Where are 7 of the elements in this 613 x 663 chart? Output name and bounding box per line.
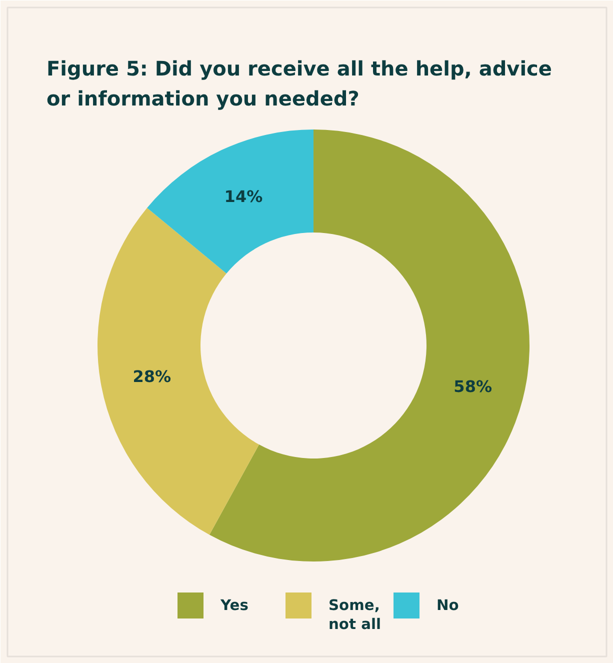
legend-label: Some, not all bbox=[328, 597, 382, 633]
data-label: 28% bbox=[132, 366, 172, 386]
chart-title: Figure 5: Did you receive all the help, advice or information you needed? bbox=[46, 56, 552, 110]
legend-label: Yes bbox=[220, 597, 249, 614]
data-label: 14% bbox=[224, 187, 263, 206]
legend-label: No bbox=[436, 597, 459, 614]
data-label: 58% bbox=[454, 376, 492, 396]
